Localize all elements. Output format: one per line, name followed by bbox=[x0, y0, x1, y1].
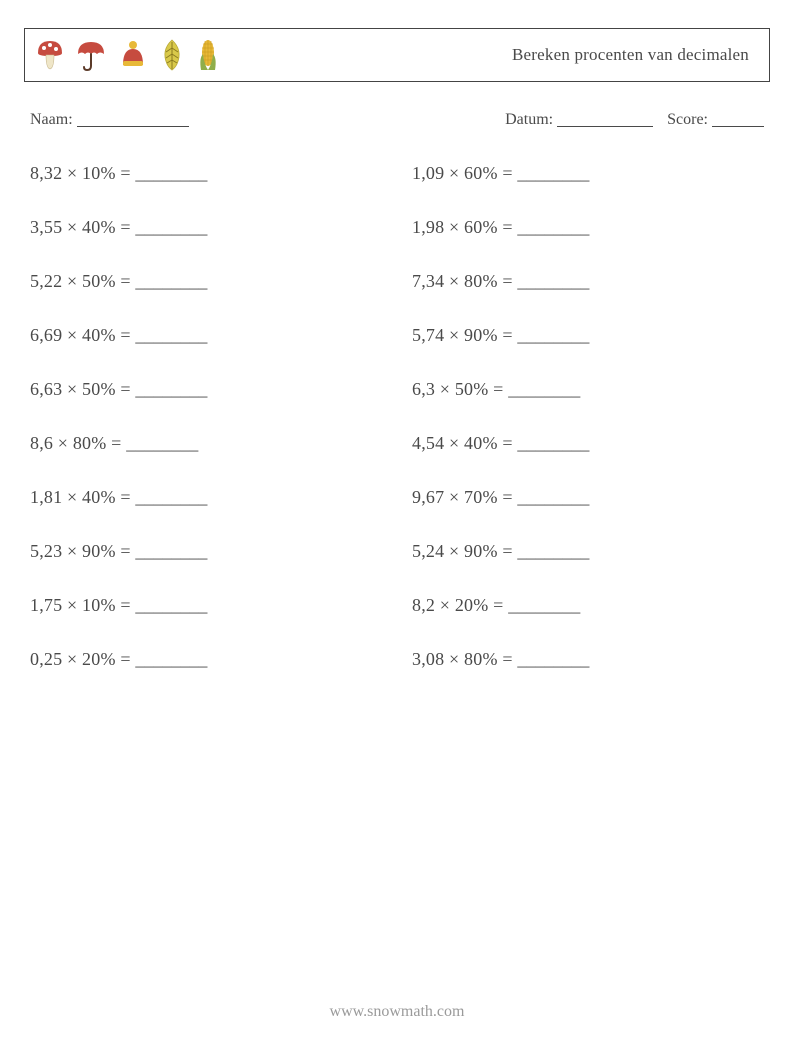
problem-expression: 9,67 × 70% = bbox=[412, 487, 517, 507]
answer-blank[interactable]: ________ bbox=[517, 325, 589, 345]
problem-item: 5,24 × 90% = ________ bbox=[412, 541, 764, 562]
problem-item: 8,2 × 20% = ________ bbox=[412, 595, 764, 616]
hat-icon bbox=[117, 39, 149, 71]
answer-blank[interactable]: ________ bbox=[135, 163, 207, 183]
problem-expression: 8,32 × 10% = bbox=[30, 163, 135, 183]
problem-item: 6,3 × 50% = ________ bbox=[412, 379, 764, 400]
problems-grid: 8,32 × 10% = ________1,09 × 60% = ______… bbox=[30, 163, 764, 670]
name-field: Naam: bbox=[30, 108, 189, 129]
answer-blank[interactable]: ________ bbox=[517, 433, 589, 453]
score-field: Score: bbox=[667, 108, 764, 129]
header-icons bbox=[35, 38, 221, 72]
score-label: Score: bbox=[667, 111, 708, 128]
score-blank[interactable] bbox=[712, 111, 764, 127]
problem-item: 5,74 × 90% = ________ bbox=[412, 325, 764, 346]
answer-blank[interactable]: ________ bbox=[135, 325, 207, 345]
name-blank[interactable] bbox=[77, 111, 189, 127]
problem-expression: 8,2 × 20% = bbox=[412, 595, 508, 615]
answer-blank[interactable]: ________ bbox=[135, 379, 207, 399]
date-field: Datum: bbox=[505, 108, 653, 129]
answer-blank[interactable]: ________ bbox=[135, 217, 207, 237]
problem-item: 3,55 × 40% = ________ bbox=[30, 217, 382, 238]
umbrella-icon bbox=[75, 38, 107, 72]
problem-expression: 7,34 × 80% = bbox=[412, 271, 517, 291]
problem-expression: 1,75 × 10% = bbox=[30, 595, 135, 615]
problem-item: 7,34 × 80% = ________ bbox=[412, 271, 764, 292]
problem-item: 5,23 × 90% = ________ bbox=[30, 541, 382, 562]
answer-blank[interactable]: ________ bbox=[508, 379, 580, 399]
problem-item: 0,25 × 20% = ________ bbox=[30, 649, 382, 670]
problem-item: 1,09 × 60% = ________ bbox=[412, 163, 764, 184]
problem-item: 4,54 × 40% = ________ bbox=[412, 433, 764, 454]
meta-row: Naam: Datum: Score: bbox=[30, 108, 764, 129]
name-label: Naam: bbox=[30, 111, 73, 128]
answer-blank[interactable]: ________ bbox=[508, 595, 580, 615]
mushroom-icon bbox=[35, 38, 65, 72]
problem-item: 6,69 × 40% = ________ bbox=[30, 325, 382, 346]
problem-expression: 1,98 × 60% = bbox=[412, 217, 517, 237]
answer-blank[interactable]: ________ bbox=[517, 271, 589, 291]
footer-url: www.snowmath.com bbox=[0, 1003, 794, 1021]
corn-icon bbox=[195, 38, 221, 72]
problem-item: 8,6 × 80% = ________ bbox=[30, 433, 382, 454]
answer-blank[interactable]: ________ bbox=[517, 649, 589, 669]
worksheet-title: Bereken procenten van decimalen bbox=[512, 45, 749, 65]
problem-expression: 6,69 × 40% = bbox=[30, 325, 135, 345]
date-blank[interactable] bbox=[557, 111, 653, 127]
answer-blank[interactable]: ________ bbox=[517, 541, 589, 561]
problem-item: 3,08 × 80% = ________ bbox=[412, 649, 764, 670]
problem-expression: 8,6 × 80% = bbox=[30, 433, 126, 453]
problem-item: 5,22 × 50% = ________ bbox=[30, 271, 382, 292]
problem-expression: 5,74 × 90% = bbox=[412, 325, 517, 345]
problem-expression: 0,25 × 20% = bbox=[30, 649, 135, 669]
problem-expression: 1,09 × 60% = bbox=[412, 163, 517, 183]
answer-blank[interactable]: ________ bbox=[135, 649, 207, 669]
problem-expression: 6,63 × 50% = bbox=[30, 379, 135, 399]
answer-blank[interactable]: ________ bbox=[135, 487, 207, 507]
header-box: Bereken procenten van decimalen bbox=[24, 28, 770, 82]
problem-item: 1,81 × 40% = ________ bbox=[30, 487, 382, 508]
problem-item: 1,98 × 60% = ________ bbox=[412, 217, 764, 238]
problem-expression: 6,3 × 50% = bbox=[412, 379, 508, 399]
problem-item: 1,75 × 10% = ________ bbox=[30, 595, 382, 616]
answer-blank[interactable]: ________ bbox=[517, 487, 589, 507]
problem-item: 6,63 × 50% = ________ bbox=[30, 379, 382, 400]
problem-expression: 4,54 × 40% = bbox=[412, 433, 517, 453]
answer-blank[interactable]: ________ bbox=[126, 433, 198, 453]
date-label: Datum: bbox=[505, 111, 553, 128]
answer-blank[interactable]: ________ bbox=[135, 271, 207, 291]
problem-expression: 3,08 × 80% = bbox=[412, 649, 517, 669]
problem-expression: 5,23 × 90% = bbox=[30, 541, 135, 561]
problem-expression: 1,81 × 40% = bbox=[30, 487, 135, 507]
answer-blank[interactable]: ________ bbox=[135, 595, 207, 615]
problem-expression: 3,55 × 40% = bbox=[30, 217, 135, 237]
leaf-icon bbox=[159, 38, 185, 72]
worksheet-page: Bereken procenten van decimalen Naam: Da… bbox=[0, 0, 794, 1053]
answer-blank[interactable]: ________ bbox=[517, 163, 589, 183]
answer-blank[interactable]: ________ bbox=[135, 541, 207, 561]
problem-expression: 5,24 × 90% = bbox=[412, 541, 517, 561]
answer-blank[interactable]: ________ bbox=[517, 217, 589, 237]
problem-expression: 5,22 × 50% = bbox=[30, 271, 135, 291]
problem-item: 9,67 × 70% = ________ bbox=[412, 487, 764, 508]
problem-item: 8,32 × 10% = ________ bbox=[30, 163, 382, 184]
